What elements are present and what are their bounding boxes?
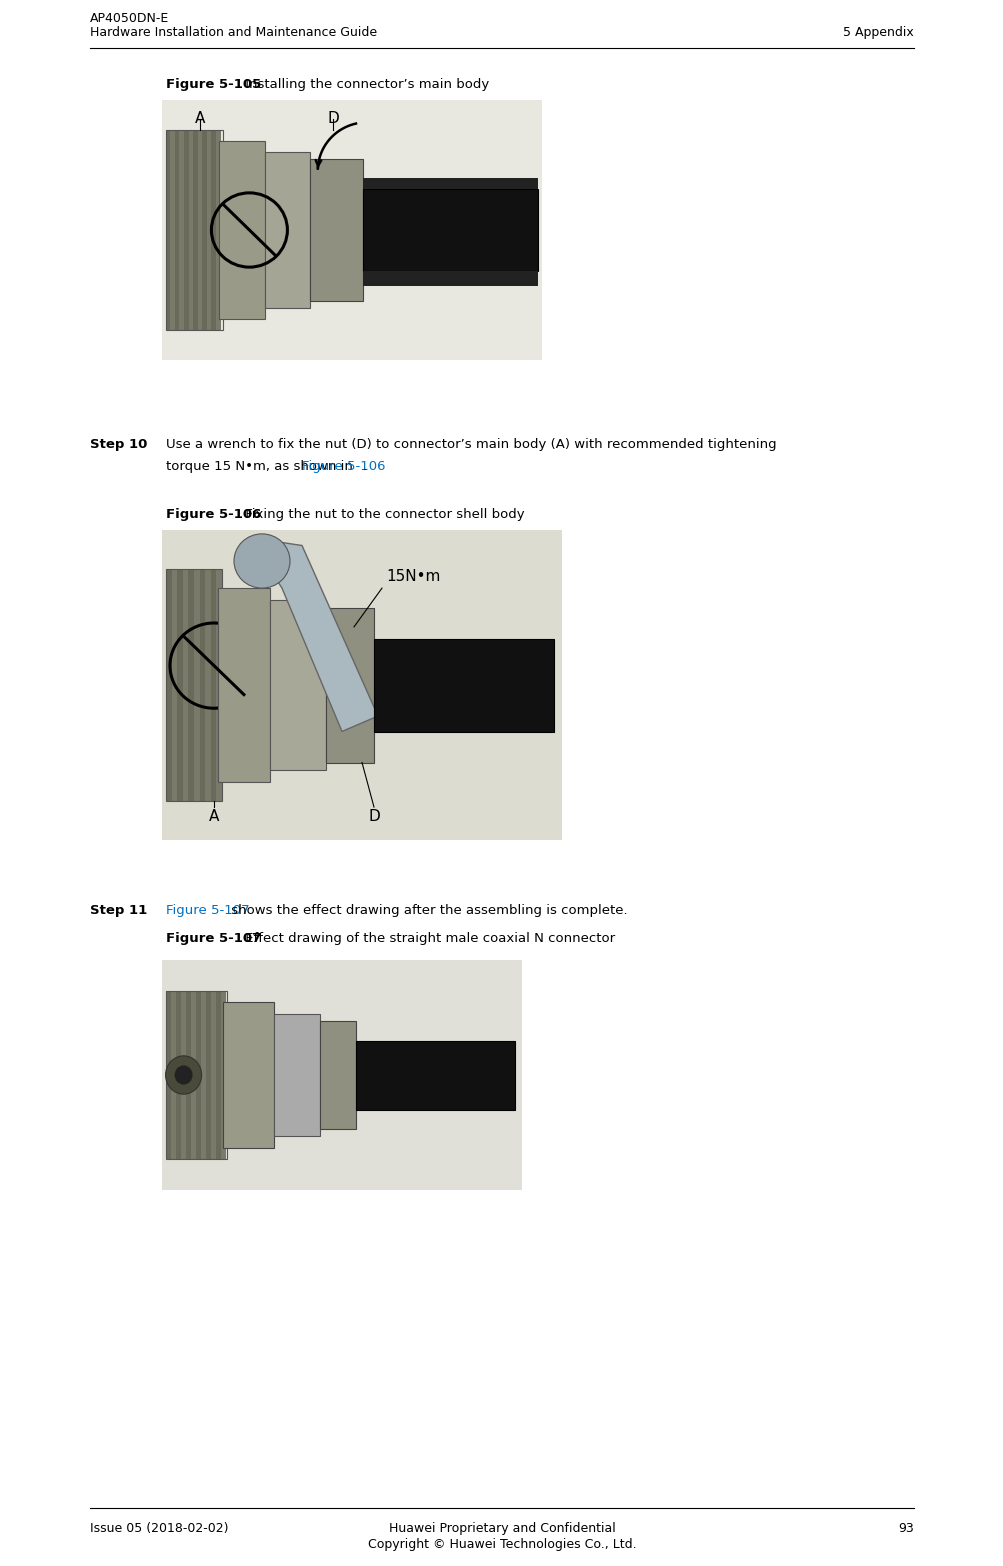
Text: Figure 5-107: Figure 5-107 [165,932,261,944]
Text: Copyright © Huawei Technologies Co., Ltd.: Copyright © Huawei Technologies Co., Ltd… [367,1538,636,1550]
Bar [194,568,200,802]
Bar [274,1013,320,1137]
Bar [171,130,175,330]
Text: .: . [363,460,367,473]
Bar [165,568,222,802]
Text: Hardware Installation and Maintenance Guide: Hardware Installation and Maintenance Gu… [90,27,377,39]
Text: Issue 05 (2018-02-02): Issue 05 (2018-02-02) [90,1522,229,1535]
Text: Step 11: Step 11 [90,904,147,918]
Bar [356,1040,515,1109]
Bar [198,130,202,330]
Text: A: A [209,810,219,824]
Bar [221,991,226,1159]
Bar [172,568,177,802]
Circle shape [165,1055,202,1095]
Text: Effect drawing of the straight male coaxial N connector: Effect drawing of the straight male coax… [241,932,615,944]
Bar [165,568,172,802]
Bar [216,130,221,330]
Bar [183,568,189,802]
Text: AP4050DN-E: AP4050DN-E [90,13,170,25]
Bar [205,568,211,802]
Text: A: A [195,111,205,127]
Bar [219,141,265,319]
Text: D: D [327,111,339,127]
Bar [186,991,191,1159]
Bar [211,991,216,1159]
Bar [189,130,193,330]
Bar [165,130,223,330]
Circle shape [175,1065,193,1085]
Bar [211,568,217,802]
Text: 15N•m: 15N•m [385,568,440,584]
Bar [374,639,554,731]
Bar [265,152,310,309]
Bar [196,991,201,1159]
Bar [270,600,326,770]
Text: Figure 5-107: Figure 5-107 [165,904,250,918]
Text: Huawei Proprietary and Confidential: Huawei Proprietary and Confidential [388,1522,615,1535]
Bar [223,1002,274,1148]
Bar [320,1021,356,1129]
Bar [363,179,538,189]
Bar [181,991,186,1159]
Text: Figure 5-105: Figure 5-105 [165,78,261,91]
Bar [171,991,176,1159]
Bar [363,189,538,271]
Bar [165,991,227,1159]
Bar [206,991,211,1159]
Bar [189,568,194,802]
Bar [217,568,222,802]
Bar [175,130,180,330]
Text: Step 10: Step 10 [90,438,147,451]
Circle shape [234,534,290,589]
Text: 93: 93 [898,1522,913,1535]
Text: 5 Appendix: 5 Appendix [843,27,913,39]
Bar [191,991,196,1159]
Bar [310,160,363,301]
Bar [216,991,221,1159]
Polygon shape [250,537,377,731]
Bar [180,130,184,330]
Bar [165,991,171,1159]
Bar [177,568,183,802]
Text: Use a wrench to fix the nut (D) to connector’s main body (A) with recommended ti: Use a wrench to fix the nut (D) to conne… [165,438,776,451]
Bar [200,568,205,802]
Text: shows the effect drawing after the assembling is complete.: shows the effect drawing after the assem… [227,904,627,918]
Bar [363,271,538,285]
Text: torque 15 N•m, as shown in: torque 15 N•m, as shown in [165,460,357,473]
Bar [218,589,270,781]
Text: Fixing the nut to the connector shell body: Fixing the nut to the connector shell bo… [241,507,525,521]
Text: D: D [368,810,379,824]
Bar [212,130,216,330]
Text: Installing the connector’s main body: Installing the connector’s main body [241,78,488,91]
Bar [201,991,206,1159]
Bar [176,991,181,1159]
Text: Figure 5-106: Figure 5-106 [165,507,261,521]
Bar [202,130,207,330]
Text: Figure 5-106: Figure 5-106 [302,460,385,473]
Bar [193,130,198,330]
Bar [165,130,171,330]
Bar [184,130,189,330]
Bar [326,608,374,763]
Bar [207,130,212,330]
